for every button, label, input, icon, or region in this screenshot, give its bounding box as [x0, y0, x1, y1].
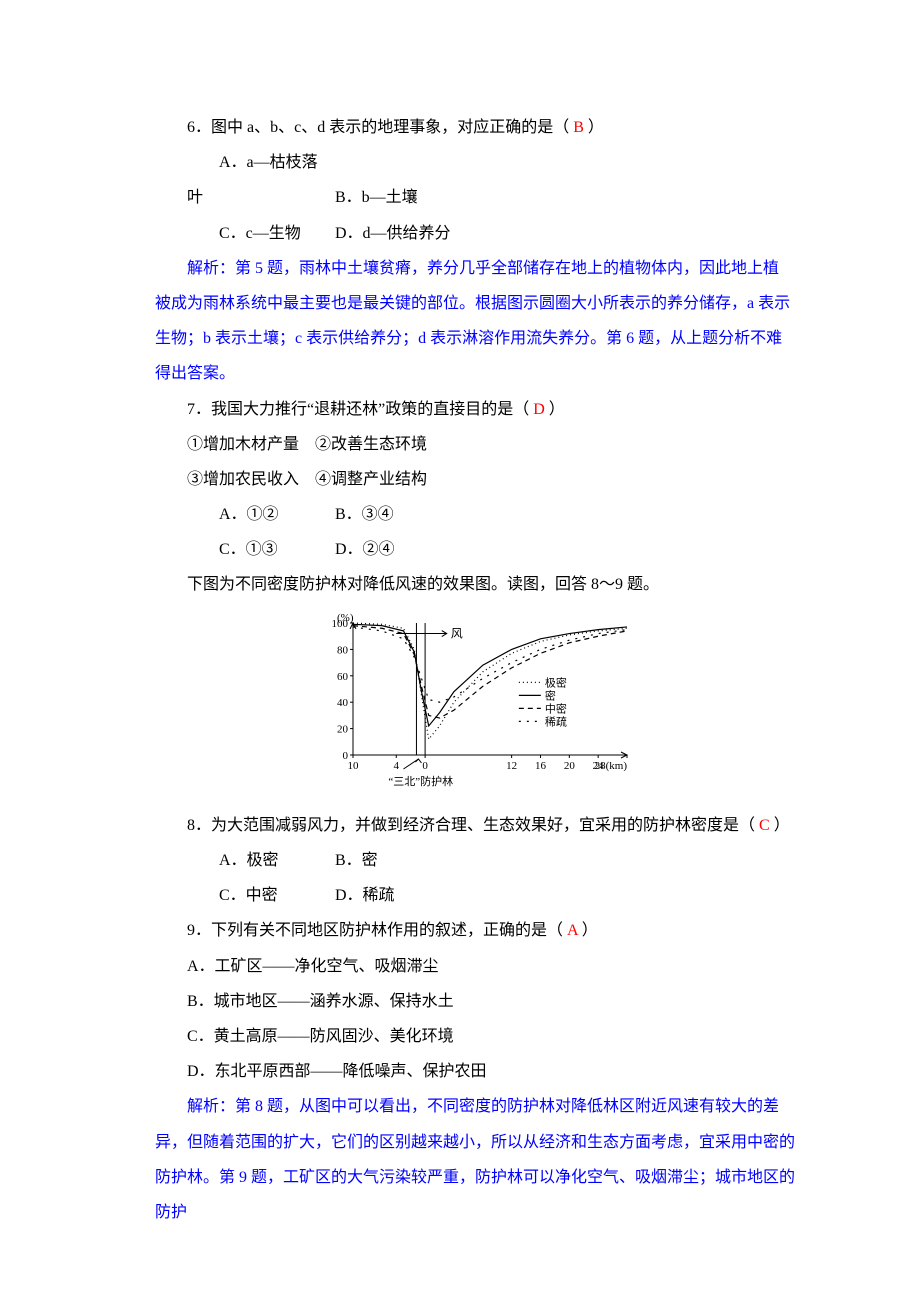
svg-text:0: 0	[422, 760, 428, 772]
q6-row-cd: C．c—生物 D．d—供给养分	[155, 216, 795, 251]
svg-text:20: 20	[564, 760, 576, 772]
q7-opt-a: A．①②	[187, 497, 331, 532]
chart-container: 020406080100(%)10401216202428(km)风极密密中密稀…	[155, 609, 795, 802]
q7-stem-close: ）	[549, 401, 565, 418]
q7-sub2: ③增加农民收入 ④调整产业结构	[155, 462, 795, 497]
q9-opt-a: A．工矿区——净化空气、吸烟滞尘	[155, 949, 795, 984]
q7-opt-d: D．②④	[335, 541, 395, 558]
lead-89: 下图为不同密度防护林对降低风速的效果图。读图，回答 8～9 题。	[155, 567, 795, 602]
svg-text:80: 80	[337, 644, 349, 656]
q6-opt-a: A．a—枯枝落叶	[187, 145, 331, 215]
q7-row-ab: A．①② B．③④	[155, 497, 795, 532]
q9-opt-c: C．黄土高原——防风固沙、美化环境	[155, 1019, 795, 1054]
svg-text:40: 40	[337, 697, 349, 709]
q9-answer: A	[567, 922, 578, 939]
q9-stem: 9．下列有关不同地区防护林作用的叙述，正确的是（ A ）	[155, 913, 795, 948]
q6-row-ab: A．a—枯枝落叶 B．b—土壤	[155, 145, 795, 215]
q6-opt-b: B．b—土壤	[335, 189, 418, 206]
q9-opt-d: D．东北平原西部——降低噪声、保护农田	[155, 1054, 795, 1089]
q7-opt-c: C．①③	[187, 532, 331, 567]
q8-opt-c: C．中密	[187, 878, 331, 913]
svg-text:极密: 极密	[545, 675, 567, 689]
q8-stem: 8．为大范围减弱风力，并做到经济合理、生态效果好，宜采用的防护林密度是（ C ）	[155, 808, 795, 843]
page: 6．图中 a、b、c、d 表示的地理事象，对应正确的是（ B ） A．a—枯枝落…	[0, 0, 920, 1302]
q7-answer: D	[533, 401, 545, 418]
q6-answer: B	[573, 119, 584, 136]
expl89-label: 解析：	[187, 1098, 235, 1115]
expl56-text: 第 5 题，雨林中土壤贫瘠，养分几乎全部储存在地上的植物体内，因此地上植被成为雨…	[155, 260, 790, 383]
expl56-label: 解析：	[187, 260, 235, 277]
q8-opt-b: B．密	[335, 852, 378, 869]
explanation-56: 解析：第 5 题，雨林中土壤贫瘠，养分几乎全部储存在地上的植物体内，因此地上植被…	[155, 251, 795, 392]
q7-stem-text: 7．我国大力推行“退耕还林”政策的直接目的是（	[187, 401, 529, 418]
q8-row-cd: C．中密 D．稀疏	[155, 878, 795, 913]
q9-stem-close: ）	[582, 922, 598, 939]
svg-text:稀疏: 稀疏	[545, 714, 567, 728]
q8-stem-close: ）	[774, 817, 790, 834]
q6-stem-close: ）	[588, 119, 604, 136]
q6-opt-c: C．c—生物	[187, 216, 331, 251]
q6-stem: 6．图中 a、b、c、d 表示的地理事象，对应正确的是（ B ）	[155, 110, 795, 145]
q7-row-cd: C．①③ D．②④	[155, 532, 795, 567]
svg-text:20: 20	[337, 723, 349, 735]
wind-chart: 020406080100(%)10401216202428(km)风极密密中密稀…	[315, 609, 635, 789]
q8-opt-a: A．极密	[187, 843, 331, 878]
svg-text:28(km): 28(km)	[595, 760, 628, 772]
svg-text:12: 12	[506, 760, 517, 772]
q9-stem-text: 9．下列有关不同地区防护林作用的叙述，正确的是（	[187, 922, 563, 939]
explanation-89: 解析：第 8 题，从图中可以看出，不同密度的防护林对降低林区附近风速有较大的差异…	[155, 1089, 795, 1230]
q9-opt-b: B．城市地区——涵养水源、保持水土	[155, 984, 795, 1019]
q7-opt-b: B．③④	[335, 506, 394, 523]
svg-text:密: 密	[545, 688, 556, 702]
svg-text:4: 4	[394, 760, 400, 772]
svg-text:10: 10	[348, 760, 360, 772]
svg-text:(%): (%)	[337, 612, 354, 624]
svg-text:16: 16	[535, 760, 547, 772]
q6-opt-d: D．d—供给养分	[335, 225, 451, 242]
q8-answer: C	[759, 817, 770, 834]
q8-opt-d: D．稀疏	[335, 887, 395, 904]
svg-text:风: 风	[451, 626, 463, 640]
expl89-text: 第 8 题，从图中可以看出，不同密度的防护林对降低林区附近风速有较大的差异，但随…	[155, 1098, 795, 1221]
q8-stem-text: 8．为大范围减弱风力，并做到经济合理、生态效果好，宜采用的防护林密度是（	[187, 817, 755, 834]
q7-stem: 7．我国大力推行“退耕还林”政策的直接目的是（ D ）	[155, 392, 795, 427]
svg-text:60: 60	[337, 670, 349, 682]
q7-sub1: ①增加木材产量 ②改善生态环境	[155, 427, 795, 462]
q6-stem-text: 6．图中 a、b、c、d 表示的地理事象，对应正确的是（	[187, 119, 569, 136]
svg-text:“三北”防护林: “三北”防护林	[388, 774, 453, 788]
svg-text:中密: 中密	[545, 701, 567, 715]
q8-row-ab: A．极密 B．密	[155, 843, 795, 878]
